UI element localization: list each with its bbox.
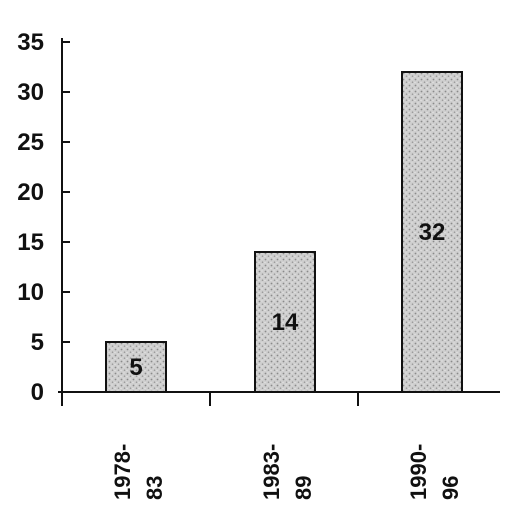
y-tick-label: 35 [17,29,44,56]
bar [105,341,167,393]
x-category-label: 1983- 89 [259,444,316,500]
bar-value-label: 32 [419,219,446,246]
x-category-label-line1: 1983- [259,444,284,500]
x-axis: 1978- 83 1983- 89 1990- 96 [58,391,500,500]
x-category-label: 1990- 96 [406,444,463,500]
y-tick-label: 10 [17,279,44,306]
bars: 5 14 32 [105,71,463,393]
x-category-label: 1978- 83 [110,444,167,500]
y-tick-label: 20 [17,179,44,206]
bar [254,251,316,393]
y-tick-label: 5 [31,329,44,356]
x-category-label-line2: 96 [438,476,463,500]
bar [401,71,463,393]
y-tick-label: 0 [31,379,44,406]
bar-value-label: 5 [129,354,142,381]
y-axis: 0 5 10 15 20 25 30 35 [17,29,70,406]
x-category-label-line2: 89 [291,476,316,500]
x-category-label-line2: 83 [142,476,167,500]
y-tick-label: 30 [17,79,44,106]
y-tick-label: 25 [17,129,44,156]
y-tick-label: 15 [17,229,44,256]
bar-value-label: 14 [272,309,299,336]
x-category-label-line1: 1978- [110,444,135,500]
x-category-label-line1: 1990- [406,444,431,500]
